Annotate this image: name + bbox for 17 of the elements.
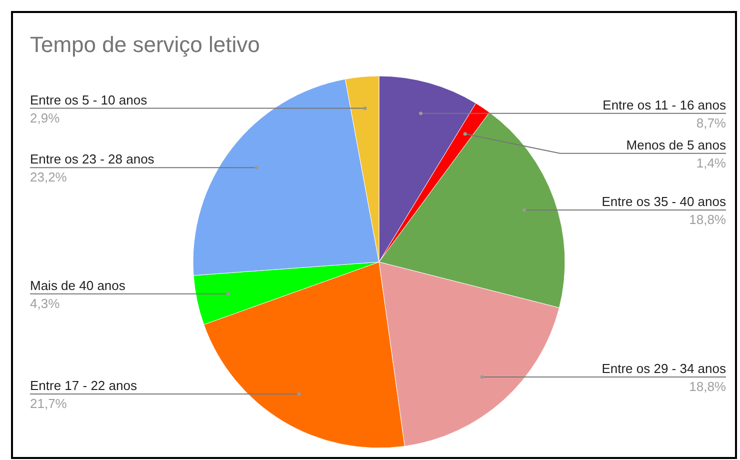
data-label: 18,8% [689, 379, 726, 394]
data-label: 2,9% [30, 110, 60, 126]
data-label: 18,8% [689, 212, 726, 228]
data-label: 21,7% [30, 396, 68, 412]
data-label: 8,7% [696, 115, 726, 130]
data-label: 4,3% [30, 296, 60, 311]
data-label: 1,4% [696, 155, 726, 170]
chart-title: Tempo de serviço letivo [30, 32, 260, 57]
slice-label: Menos de 5 anos [626, 137, 726, 152]
slice-label: Entre os 5 - 10 anos [30, 92, 148, 108]
slice-label: Entre os 23 - 28 anos [30, 152, 155, 167]
slice-label: Mais de 40 anos [30, 278, 126, 293]
slice-label: Entre os 35 - 40 anos [602, 194, 726, 210]
slice-label: Entre os 11 - 16 anos [602, 97, 726, 112]
data-label: 23,2% [30, 170, 68, 185]
slice-label: Entre os 29 - 34 anos [602, 361, 726, 376]
slice-label: Entre 17 - 22 anos [30, 378, 138, 394]
